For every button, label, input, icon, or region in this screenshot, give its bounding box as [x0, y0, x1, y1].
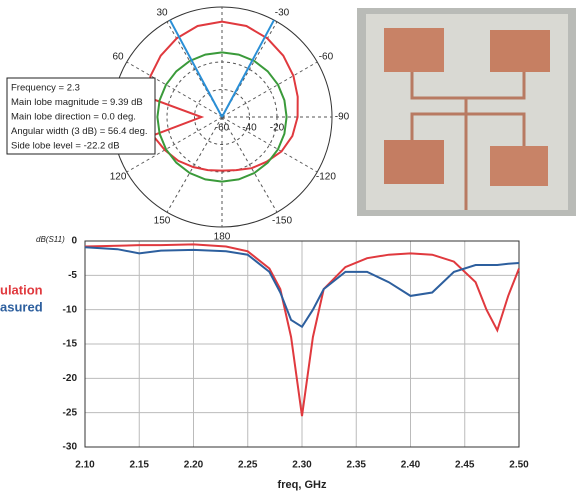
y-tick-label: -20: [63, 373, 78, 384]
angle-tick-label: 150: [154, 216, 171, 227]
radial-tick-label: -20: [270, 123, 285, 134]
patch: [490, 146, 548, 186]
info-text: Angular width (3 dB) = 56.4 deg.: [11, 126, 148, 137]
info-text: Main lobe magnitude = 9.39 dB: [11, 97, 143, 108]
info-text: Frequency = 2.3: [11, 83, 80, 94]
x-tick-label: 2.15: [130, 460, 150, 471]
angle-grid: [167, 117, 222, 212]
info-text: Main lobe direction = 0.0 deg.: [11, 112, 136, 123]
x-tick-label: 2.35: [347, 460, 367, 471]
legend-label: ulation: [0, 282, 43, 297]
antenna-photo: [357, 8, 576, 216]
y-tick-label: -30: [63, 442, 78, 453]
x-tick-label: 2.25: [238, 460, 258, 471]
angle-tick-label: -120: [316, 172, 336, 183]
patch: [490, 30, 550, 72]
y-tick-label: -5: [68, 270, 77, 281]
legend-label: asured: [0, 299, 43, 314]
x-tick-label: 2.40: [401, 460, 421, 471]
angle-tick-label: -30: [275, 8, 290, 19]
angle-tick-label: -150: [272, 216, 292, 227]
beam-line: [222, 20, 274, 117]
y-tick-label: 0: [71, 236, 77, 247]
radial-tick-label: -40: [242, 123, 257, 134]
x-tick-label: 2.20: [184, 460, 204, 471]
patch: [384, 140, 444, 184]
x-tick-label: 2.45: [455, 460, 475, 471]
y-axis-label: dB(S11): [36, 235, 65, 244]
info-text: Side lobe level = -22.2 dB: [11, 141, 120, 152]
patch: [384, 28, 444, 72]
x-tick-label: 2.10: [75, 460, 95, 471]
angle-tick-label: -60: [319, 52, 334, 63]
y-tick-label: -10: [63, 304, 78, 315]
angle-tick-label: 0: [219, 0, 225, 3]
x-tick-label: 2.30: [292, 460, 312, 471]
angle-tick-label: -90: [335, 112, 350, 123]
angle-tick-label: 120: [110, 172, 127, 183]
y-tick-label: -25: [63, 407, 78, 418]
x-axis-label: freq, GHz: [278, 479, 327, 491]
beam-line: [170, 20, 222, 117]
angle-tick-label: 30: [156, 8, 168, 19]
angle-tick-label: 60: [113, 52, 125, 63]
y-tick-label: -15: [63, 339, 78, 350]
figure: -60-40-2003060120150180-150-120-90-60-30…: [0, 0, 576, 493]
x-tick-label: 2.50: [509, 460, 529, 471]
